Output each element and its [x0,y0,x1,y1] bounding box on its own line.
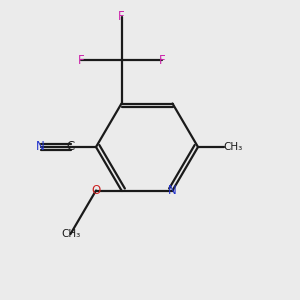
Text: C: C [66,140,75,154]
Text: F: F [159,53,165,67]
Text: F: F [78,53,84,67]
Text: CH₃: CH₃ [224,142,243,152]
Text: F: F [118,10,125,23]
Text: O: O [92,184,100,197]
Text: N: N [36,140,45,154]
Text: CH₃: CH₃ [61,229,80,239]
Text: N: N [168,184,177,197]
